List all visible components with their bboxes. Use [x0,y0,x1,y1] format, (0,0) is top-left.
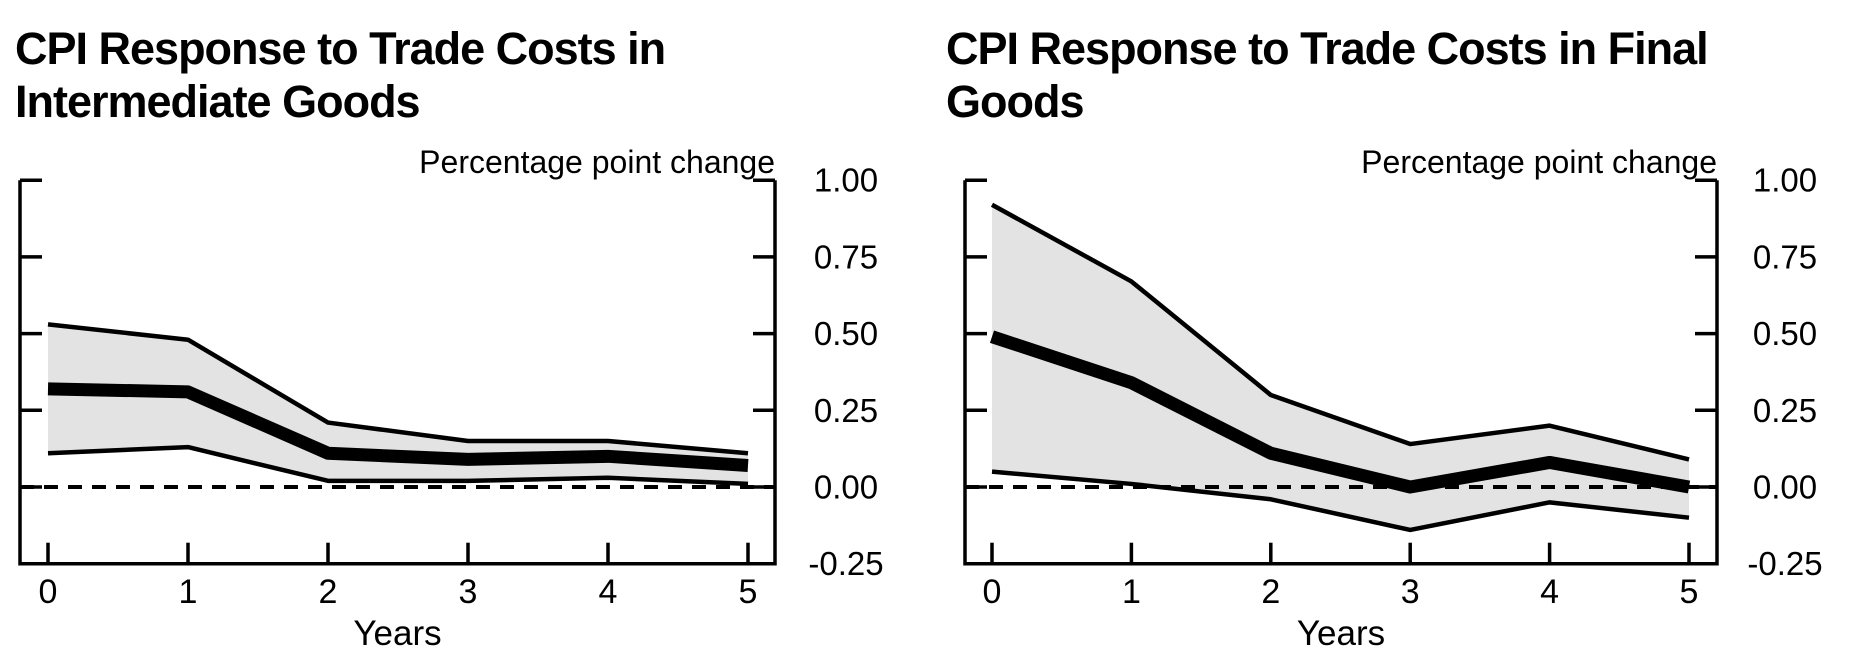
point-estimate-line [47,382,749,473]
x-tick-label: 0 [39,573,58,611]
upper-bound-line [990,202,1690,462]
chart-panel-1: 1.00 0.75 0.50 0.25 0.00 -0.25 0 1 2 3 4 5 Years [963,162,1823,653]
x-tick-label: 2 [1261,573,1280,611]
point-estimate-line [989,330,1691,494]
y-tick-label: 0.25 [814,392,878,429]
y-tick-label: 0.00 [1753,469,1817,506]
x-tick-label: 5 [739,573,758,611]
upper-bound-line [47,322,749,456]
y-tick-label: -0.25 [808,545,883,582]
axes-frame [963,180,1719,566]
x-tick-label: 2 [319,573,338,611]
y-tick-label: 0.50 [814,315,878,352]
x-tick-label: 4 [599,573,618,611]
chart-title-final-goods: CPI Response to Trade Costs in Final Goo… [946,23,1709,127]
x-tick-label: 5 [1680,573,1699,611]
x-axis-title: Years [353,614,441,653]
x-tick-label: 1 [179,573,198,611]
y-axis-unit-label: Percentage point change [1361,144,1717,180]
x-tick-label: 3 [459,573,478,611]
y-tick-label: 1.00 [1753,162,1817,199]
x-tick-label: 1 [1122,573,1141,611]
lower-bound-line [991,469,1690,533]
axes-frame [18,180,777,566]
x-tick-label: 4 [1540,573,1559,611]
y-tick-label: 0.50 [1753,315,1817,352]
lower-bound-line [47,444,749,487]
chart-panel-0: 1.00 0.75 0.50 0.25 0.00 -0.25 0 1 2 3 4 5 Years [18,162,884,653]
y-tick-label: 0.75 [814,238,878,275]
x-tick-label: 0 [983,573,1002,611]
x-axis-title: Years [1297,614,1385,653]
y-tick-label: -0.25 [1747,545,1822,582]
confidence-band [48,324,748,484]
y-axis-unit-label: Percentage point change [419,144,775,180]
confidence-band [992,204,1689,530]
y-tick-label: 0.75 [1753,238,1817,275]
y-tick-label: 1.00 [814,162,878,199]
y-tick-label: 0.25 [1753,392,1817,429]
x-tick-label: 3 [1401,573,1420,611]
y-tick-label: 0.00 [814,469,878,506]
chart-title-intermediate-goods: CPI Response to Trade Costs in Intermedi… [15,23,666,127]
